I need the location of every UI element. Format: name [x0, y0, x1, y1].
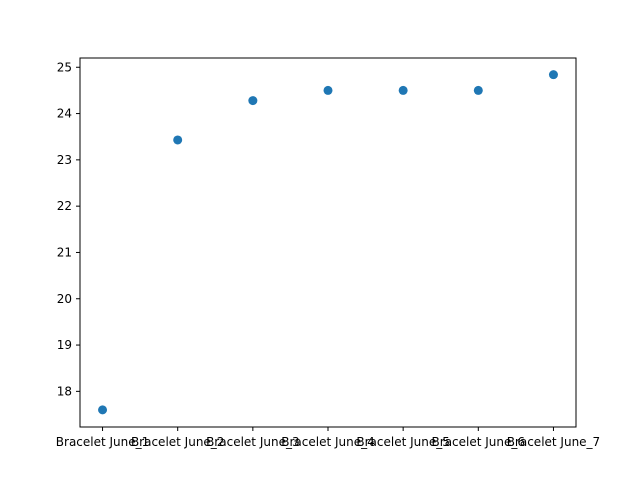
y-tick-label: 18 [57, 384, 72, 398]
x-tick-label: Bracelet June_7 [507, 435, 601, 449]
x-tick-label: Bracelet June_2 [131, 435, 225, 449]
y-tick-label: 21 [57, 245, 72, 259]
x-tick-label: Bracelet June_5 [356, 435, 450, 449]
data-points [98, 70, 558, 415]
y-tick-label: 19 [57, 338, 72, 352]
x-tick-label: Bracelet June_4 [281, 435, 375, 449]
x-tick-label: Bracelet June_6 [432, 435, 526, 449]
y-tick-label: 23 [57, 153, 72, 167]
y-tick-label: 25 [57, 60, 72, 74]
data-point [398, 85, 408, 95]
plot-area-frame [79, 57, 577, 428]
data-point [248, 96, 258, 106]
data-point [548, 70, 558, 80]
x-tick-label: Bracelet June_1 [56, 435, 150, 449]
y-axis: 18 19 20 21 22 23 24 25 [57, 60, 80, 398]
data-point [98, 405, 108, 415]
x-tick-label: Bracelet June_3 [206, 435, 300, 449]
y-tick-label: 22 [57, 199, 72, 213]
y-tick-label: 24 [57, 107, 72, 121]
data-point [473, 85, 483, 95]
data-point [173, 135, 183, 145]
y-tick-label: 20 [57, 292, 72, 306]
data-point [323, 85, 333, 95]
